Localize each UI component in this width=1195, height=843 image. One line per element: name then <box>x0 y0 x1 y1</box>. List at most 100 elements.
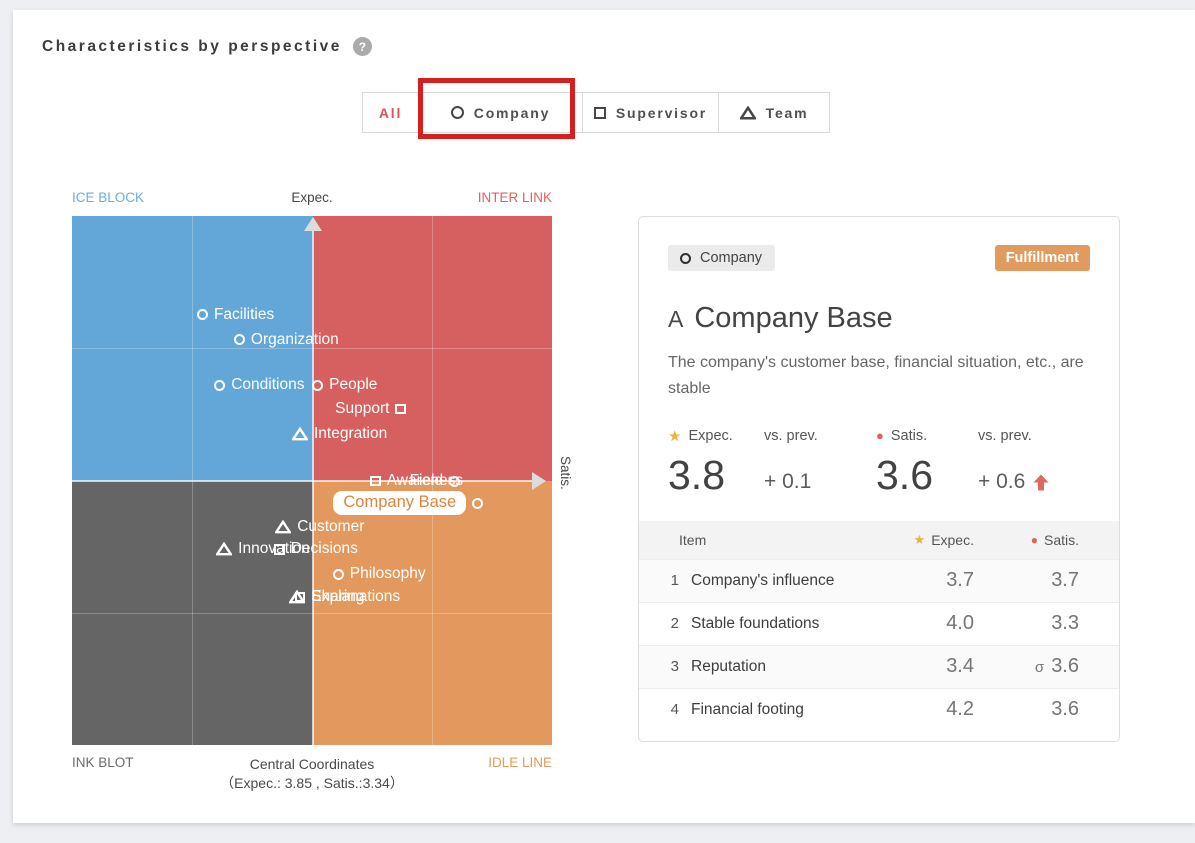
central-coordinates-values: （Expec.: 3.85 , Satis.:3.34） <box>220 774 404 791</box>
circle-marker-icon <box>472 497 484 509</box>
chart-point-innovation[interactable]: Innovation <box>216 540 310 558</box>
chart-point-support[interactable]: Support <box>335 400 406 418</box>
point-label: Explanations <box>311 587 401 605</box>
stats-row: ★ Expec. vs. prev. ● Satis. vs. prev. 3.… <box>668 427 1090 496</box>
satis-axis-line <box>72 479 534 482</box>
row-expec-value: 4.2 <box>946 698 974 721</box>
header-item: Item <box>679 531 707 548</box>
chart-point-awareness[interactable]: Awareness <box>370 472 463 490</box>
chart-point-decisions[interactable]: Decisions <box>274 540 358 558</box>
point-label: Conditions <box>231 376 305 394</box>
quadrant-chart: Facilities Organization Conditions People Su… <box>72 216 552 745</box>
point-label: Awareness <box>386 472 464 490</box>
row-item-name: Financial footing <box>691 700 804 718</box>
point-label: Philosophy <box>349 565 426 583</box>
triangle-icon <box>739 105 756 119</box>
satis-value: 3.6 <box>876 451 933 498</box>
table-row[interactable]: 1 Company's influence 3.7 3.7 <box>639 558 1119 602</box>
circle-marker-icon <box>196 309 208 321</box>
point-label: Company Base <box>333 491 467 516</box>
point-label: Customer <box>297 518 365 536</box>
circle-icon <box>450 106 464 119</box>
red-dot-icon: ● <box>876 428 884 444</box>
table-row[interactable]: 3 Reputation 3.4 σ 3.6 <box>639 644 1119 688</box>
tab-team[interactable]: Team <box>719 93 829 132</box>
row-satis-value: 3.6 <box>1051 698 1079 721</box>
quadrant-label-ink-blot: INK BLOT <box>72 755 134 770</box>
quadrant-bottom-right <box>312 480 552 745</box>
quadrant-top-left <box>72 216 313 481</box>
chart-top-labels: ICE BLOCK Expec. INTER LINK <box>72 190 552 205</box>
point-label: Facilities <box>213 305 275 323</box>
expec-stat-label: ★ Expec. <box>668 427 733 445</box>
circle-marker-icon <box>332 568 344 580</box>
central-coordinates: Central Coordinates （Expec.: 3.85 , Sati… <box>220 755 404 793</box>
row-satis-value: 3.3 <box>1051 612 1079 635</box>
tab-all-label: All <box>378 104 403 121</box>
chart-point-explanations[interactable]: Explanations <box>294 587 401 606</box>
trend-up-icon <box>1033 474 1049 491</box>
chart-point-organization[interactable]: Organization <box>233 330 339 349</box>
card-description: The company's customer base, financial s… <box>668 354 1084 397</box>
perspective-chip: Company <box>668 245 776 271</box>
axis-label-expec: Expec. <box>291 190 333 205</box>
table-rows: 1 Company's influence 3.7 3.7 2 Stable f… <box>639 558 1119 731</box>
tab-supervisor[interactable]: Supervisor <box>583 93 719 132</box>
help-icon[interactable]: ? <box>352 37 372 56</box>
page-title: Characteristics by perspective ? <box>42 37 372 56</box>
header-satis: ● Satis. <box>1030 531 1079 548</box>
expec-vs-prev-label: vs. prev. <box>764 427 818 444</box>
tab-all[interactable]: All <box>363 93 419 132</box>
table-row[interactable]: 2 Stable foundations 4.0 3.3 <box>639 601 1119 645</box>
satis-vs-prev-label: vs. prev. <box>978 427 1032 444</box>
row-expec-value: 3.4 <box>946 655 974 678</box>
tab-company-label: Company <box>473 104 551 121</box>
quadrant-label-inter-link: INTER LINK <box>477 190 552 205</box>
row-expec-value: 4.0 <box>946 612 974 635</box>
chart-point-conditions[interactable]: Conditions <box>214 376 304 394</box>
sigma-prefix: σ <box>1034 659 1045 677</box>
circle-icon <box>680 252 691 264</box>
square-marker-icon <box>294 591 306 603</box>
central-coordinates-title: Central Coordinates <box>249 756 375 772</box>
point-label: Decisions <box>290 540 358 558</box>
table-row[interactable]: 4 Financial footing 4.2 3.6 <box>639 687 1119 731</box>
square-icon <box>593 106 606 119</box>
square-marker-icon <box>395 403 406 415</box>
grade-letter: A <box>668 306 684 332</box>
row-number: 2 <box>670 615 679 633</box>
satis-vs-prev-value: + 0.6 <box>978 469 1090 496</box>
star-icon: ★ <box>913 531 926 547</box>
item-table: Item ★ Expec. ● Satis. 1 Company's influ… <box>639 520 1119 731</box>
row-item-name: Stable foundations <box>691 614 820 632</box>
chart-point-field[interactable]: Field <box>410 472 461 490</box>
chart-point-customer[interactable]: Customer <box>275 518 364 536</box>
expec-axis-line <box>311 228 314 745</box>
chart-point-facilities[interactable]: Facilities <box>196 305 275 324</box>
circle-marker-icon <box>233 334 245 346</box>
chart-point-people[interactable]: People <box>312 376 377 394</box>
card-title: Company Base <box>694 302 893 334</box>
chart-point-philosophy[interactable]: Philosophy <box>332 565 426 583</box>
quadrant-top-right <box>312 216 552 481</box>
chart-bottom-labels: INK BLOT Central Coordinates （Expec.: 3.… <box>72 755 552 793</box>
square-marker-icon <box>370 475 381 487</box>
triangle-marker-icon <box>292 426 308 441</box>
chart-point-integration[interactable]: Integration <box>292 425 387 443</box>
perspective-chip-label: Company <box>700 250 763 266</box>
row-item-name: Company's influence <box>691 571 835 589</box>
circle-marker-icon <box>312 379 324 391</box>
perspective-tabbar: All Company Supervisor Team <box>362 92 830 133</box>
row-item-name: Reputation <box>691 657 766 675</box>
tab-supervisor-label: Supervisor <box>615 104 708 121</box>
tab-company[interactable]: Company <box>419 93 583 132</box>
row-number: 4 <box>670 701 679 719</box>
header-expec: ★ Expec. <box>913 531 974 548</box>
expec-axis-arrow-icon <box>303 217 322 231</box>
axis-label-satis: Satis. <box>558 456 573 490</box>
point-label: Organization <box>250 330 339 348</box>
chart-point-company-base[interactable]: Company Base <box>333 491 484 516</box>
tab-team-label: Team <box>765 104 809 121</box>
row-satis-value: 3.7 <box>1051 569 1079 592</box>
quadrant-label-idle-line: IDLE LINE <box>488 755 552 770</box>
